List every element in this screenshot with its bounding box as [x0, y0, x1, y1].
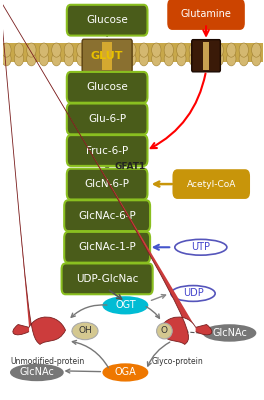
Circle shape	[27, 52, 36, 66]
Text: GlcNAc: GlcNAc	[212, 328, 247, 338]
Circle shape	[164, 52, 173, 66]
Ellipse shape	[72, 322, 98, 340]
Text: OGT: OGT	[115, 300, 136, 310]
Text: Unmodified-protein: Unmodified-protein	[10, 357, 84, 366]
Text: OGA: OGA	[115, 368, 136, 378]
FancyBboxPatch shape	[192, 40, 220, 72]
Circle shape	[127, 43, 136, 57]
Circle shape	[239, 52, 248, 66]
FancyBboxPatch shape	[67, 135, 148, 166]
Text: GlcNAc-6-P: GlcNAc-6-P	[78, 211, 136, 221]
Text: Glutamine: Glutamine	[181, 9, 232, 19]
FancyBboxPatch shape	[82, 39, 132, 72]
Circle shape	[64, 43, 74, 57]
Circle shape	[89, 52, 98, 66]
Circle shape	[189, 52, 199, 66]
Text: Glyco-protein: Glyco-protein	[152, 357, 203, 366]
Circle shape	[52, 43, 61, 57]
Text: Acetyl-CoA: Acetyl-CoA	[187, 180, 236, 188]
Circle shape	[102, 43, 111, 57]
Text: GlcNAc: GlcNAc	[20, 368, 54, 378]
Text: OH: OH	[78, 326, 92, 336]
Circle shape	[52, 52, 61, 66]
Circle shape	[14, 43, 23, 57]
Circle shape	[64, 52, 74, 66]
FancyBboxPatch shape	[67, 5, 148, 36]
Circle shape	[252, 52, 261, 66]
Text: Glucose: Glucose	[86, 82, 128, 92]
FancyBboxPatch shape	[67, 104, 148, 134]
Text: GFAT1: GFAT1	[115, 162, 146, 171]
Circle shape	[214, 43, 224, 57]
FancyBboxPatch shape	[168, 0, 244, 29]
Ellipse shape	[175, 239, 227, 255]
Circle shape	[252, 43, 261, 57]
Ellipse shape	[11, 364, 63, 380]
Circle shape	[227, 43, 236, 57]
Circle shape	[202, 43, 211, 57]
Circle shape	[2, 43, 11, 57]
Ellipse shape	[157, 323, 172, 339]
Circle shape	[77, 43, 86, 57]
Circle shape	[114, 52, 124, 66]
Text: GLUT: GLUT	[91, 51, 123, 61]
Circle shape	[27, 43, 36, 57]
Ellipse shape	[103, 364, 148, 381]
FancyBboxPatch shape	[62, 264, 153, 294]
PathPatch shape	[0, 317, 196, 400]
Circle shape	[189, 43, 199, 57]
Bar	[102, 42, 112, 70]
Circle shape	[139, 43, 149, 57]
Circle shape	[114, 43, 124, 57]
Text: UTP: UTP	[191, 242, 210, 252]
Ellipse shape	[171, 286, 215, 301]
PathPatch shape	[196, 324, 212, 335]
Circle shape	[202, 52, 211, 66]
Circle shape	[139, 52, 149, 66]
FancyBboxPatch shape	[64, 200, 150, 231]
Circle shape	[177, 43, 186, 57]
FancyBboxPatch shape	[67, 72, 148, 103]
Circle shape	[227, 52, 236, 66]
Text: Glu-6-P: Glu-6-P	[88, 114, 126, 124]
Circle shape	[177, 52, 186, 66]
Circle shape	[152, 52, 161, 66]
Circle shape	[39, 52, 49, 66]
Circle shape	[89, 43, 98, 57]
PathPatch shape	[0, 317, 65, 400]
Circle shape	[39, 43, 49, 57]
Text: Fruc-6-P: Fruc-6-P	[86, 146, 128, 156]
Ellipse shape	[103, 297, 148, 314]
Text: GlcN-6-P: GlcN-6-P	[85, 179, 130, 189]
PathPatch shape	[13, 324, 29, 335]
Circle shape	[77, 52, 86, 66]
Circle shape	[152, 43, 161, 57]
Circle shape	[239, 43, 248, 57]
Text: Glucose: Glucose	[86, 15, 128, 25]
Text: UDP-GlcNac: UDP-GlcNac	[76, 274, 138, 284]
FancyBboxPatch shape	[173, 170, 249, 198]
Bar	[203, 42, 209, 70]
Circle shape	[102, 52, 111, 66]
FancyBboxPatch shape	[67, 169, 148, 200]
Circle shape	[14, 52, 23, 66]
FancyBboxPatch shape	[64, 232, 150, 263]
Bar	[3, 43, 263, 54]
Circle shape	[2, 52, 11, 66]
Circle shape	[164, 43, 173, 57]
Text: UDP: UDP	[183, 288, 203, 298]
Text: O: O	[161, 326, 168, 336]
Bar	[3, 51, 263, 62]
Circle shape	[127, 52, 136, 66]
Text: GlcNAc-1-P: GlcNAc-1-P	[78, 242, 136, 252]
Ellipse shape	[204, 325, 256, 341]
Circle shape	[214, 52, 224, 66]
